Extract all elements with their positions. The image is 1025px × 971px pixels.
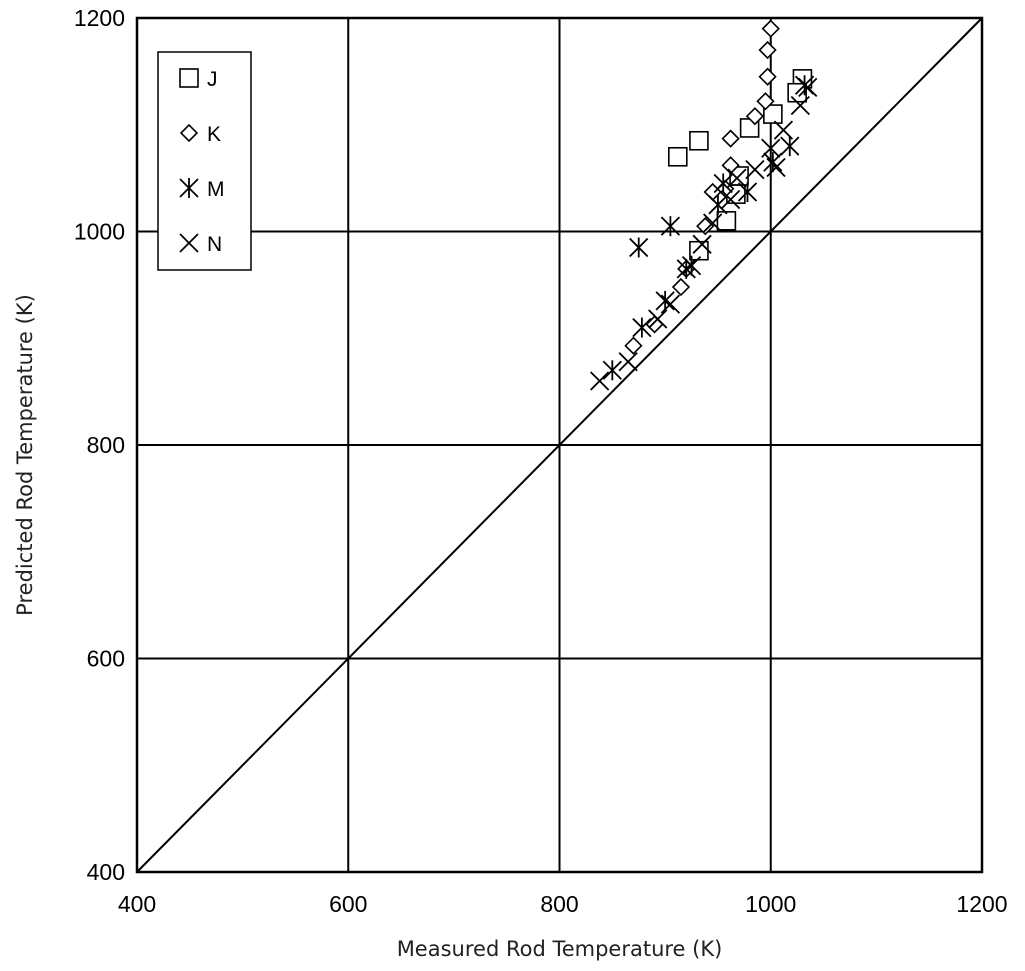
point-n-13 [798,77,818,98]
x-tick-label-0: 400 [118,891,156,917]
point-m-7 [763,152,783,173]
legend-marker-k [179,123,199,143]
reference-line [136,17,983,873]
plot-frame [135,16,984,874]
point-k-12 [645,315,664,334]
point-k-9 [696,217,715,236]
data-points [590,19,818,391]
legend-label-m: M [207,178,225,201]
legend-label-k: K [207,123,221,146]
x-tick-label-2: 800 [540,891,578,917]
legend: J K M N [157,51,252,271]
x-tick-label-4: 1200 [956,891,1007,917]
legend-box [157,51,252,271]
x-tick-label-1: 600 [329,891,367,917]
legend-marker-j [179,68,199,88]
point-j-1 [689,130,709,151]
point-k-0 [761,19,780,38]
point-n-1 [618,352,638,372]
point-k-6 [721,156,740,175]
point-n-4 [692,234,712,254]
point-m-3 [681,255,702,276]
point-n-2 [648,309,668,329]
y-tick-label-4: 1200 [74,5,125,31]
x-tick-label-3: 1000 [745,891,796,917]
point-m-4 [708,194,728,215]
point-j-8 [716,211,737,231]
point-n-6 [720,189,741,210]
point-n-10 [766,157,786,178]
y-tick-label-3: 1000 [74,219,125,245]
legend-marker-m [179,178,199,198]
point-k-5 [721,129,740,148]
point-m-5 [713,173,733,194]
point-n-8 [745,159,765,180]
point-m-10 [655,290,675,311]
point-k-3 [756,92,775,111]
legend-label-n: N [207,233,222,256]
point-n-9 [761,138,781,158]
point-j-0 [667,146,688,167]
point-k-1 [758,40,777,60]
x-axis-title: Measured Rod Temperature (K) [397,937,723,961]
point-k-4 [745,107,765,126]
point-m-11 [632,317,652,338]
point-m-1 [629,237,649,258]
y-tick-label-2: 800 [87,432,125,458]
point-n-3 [660,294,681,314]
point-n-5 [703,213,723,233]
legend-marker-n [179,233,199,253]
point-m-8 [780,136,800,157]
point-k-11 [671,277,691,297]
point-n-11 [773,120,794,140]
y-tick-label-1: 600 [87,646,125,672]
y-axis-title: Predicted Rod Temperature (K) [13,294,37,616]
point-m-0 [660,216,681,237]
point-n-12 [790,95,810,116]
point-k-13 [624,336,643,355]
y-tick-labels: 400 600 800 1000 1200 [74,5,125,885]
point-n-0 [590,371,610,391]
legend-label-j: J [207,68,218,91]
x-tick-labels: 400 600 800 1000 1200 [118,891,1008,917]
y-tick-label-0: 400 [87,859,125,885]
point-m-6 [737,182,758,203]
point-m-12 [602,360,622,381]
point-j-3 [763,104,783,124]
point-n-7 [727,168,747,188]
point-k-2 [758,67,777,86]
